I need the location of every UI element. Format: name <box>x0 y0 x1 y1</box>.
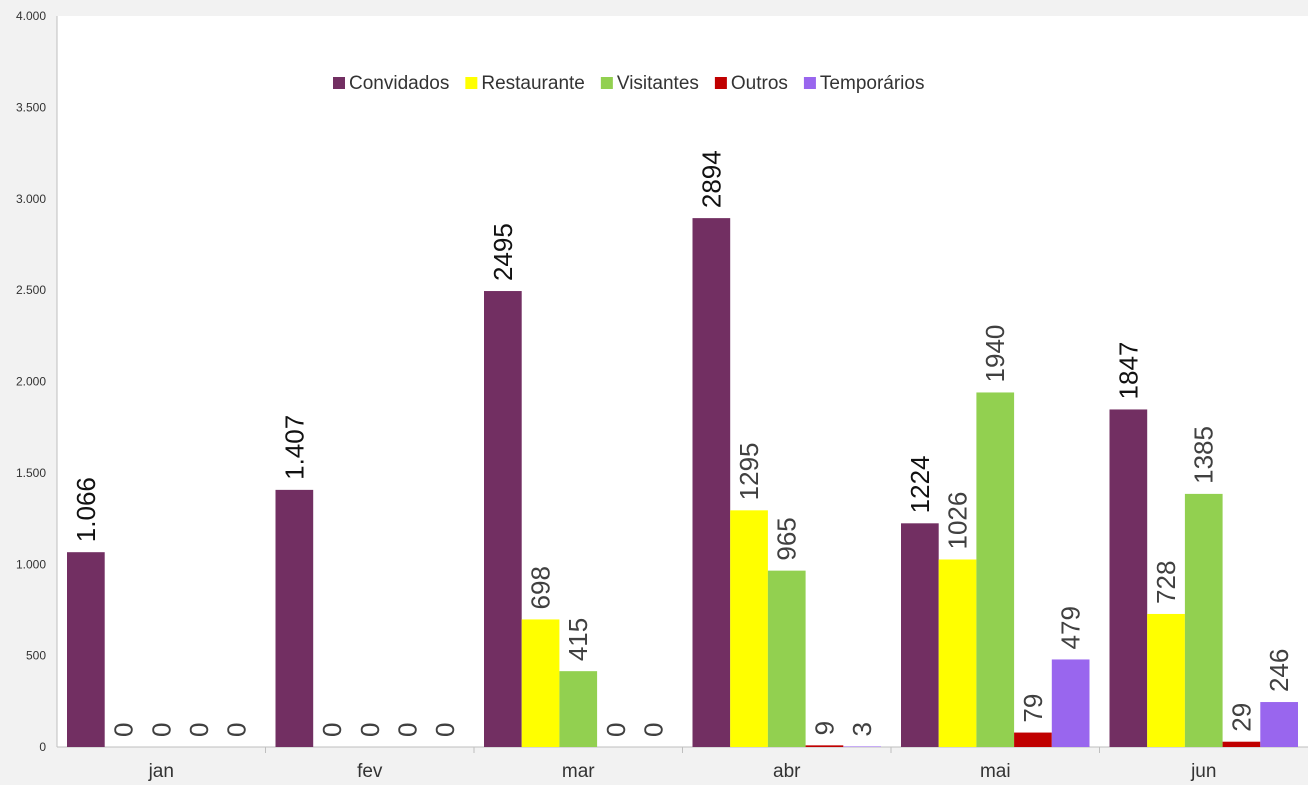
data-label: 0 <box>184 723 214 737</box>
data-label: 9 <box>809 721 839 735</box>
bar <box>1051 659 1090 747</box>
data-label: 0 <box>222 723 252 737</box>
data-label: 415 <box>563 618 593 661</box>
data-label: 2495 <box>488 223 518 281</box>
plot-area <box>57 16 1308 747</box>
legend-entry: Visitantes <box>617 73 699 94</box>
data-label: 965 <box>772 517 802 560</box>
bar <box>938 559 977 747</box>
bar <box>767 570 806 747</box>
legend: Convidados Restaurante Visitantes Outros Tem… <box>333 73 924 94</box>
data-label: 1847 <box>1113 342 1143 400</box>
x-category-label: jun <box>1190 761 1216 782</box>
legend-entry: Convidados <box>349 73 449 94</box>
bar <box>1109 409 1148 747</box>
legend-entry: Restaurante <box>481 73 585 94</box>
legend-swatch <box>465 77 478 89</box>
x-category-label: jan <box>148 761 174 782</box>
data-label: 1026 <box>943 492 973 550</box>
data-label: 0 <box>601 723 631 737</box>
legend-entry: Temporários <box>820 73 925 94</box>
legend-swatch <box>803 77 816 89</box>
bar <box>275 489 314 747</box>
bar <box>1147 613 1185 747</box>
legend-swatch <box>333 77 345 89</box>
data-label: 1295 <box>734 442 764 500</box>
y-tick-label: 1.000 <box>16 557 46 571</box>
legend-swatch <box>600 77 613 89</box>
data-label: 246 <box>1264 649 1294 692</box>
data-label: 0 <box>392 723 422 737</box>
data-label: 479 <box>1056 606 1086 649</box>
bar <box>484 291 522 747</box>
y-tick-label: 2.500 <box>16 283 46 297</box>
data-label: 0 <box>146 723 176 737</box>
bar <box>1222 741 1261 747</box>
x-category-label: mai <box>980 761 1011 782</box>
data-label: 1385 <box>1189 426 1219 484</box>
y-tick-label: 1.500 <box>16 466 46 480</box>
data-label: 29 <box>1226 703 1256 732</box>
data-label: 79 <box>1018 694 1048 723</box>
data-label: 2894 <box>696 150 726 208</box>
bars <box>67 218 1298 747</box>
bar <box>901 523 939 747</box>
data-label: 3 <box>847 722 877 736</box>
bar <box>730 510 768 747</box>
y-tick-label: 500 <box>26 649 46 663</box>
data-label: 1224 <box>905 455 935 513</box>
x-category-label: fev <box>357 761 383 782</box>
bar <box>805 745 844 747</box>
bar <box>1014 732 1052 747</box>
bar <box>1184 493 1223 747</box>
data-label: 0 <box>355 723 385 737</box>
y-tick-label: 4.000 <box>16 9 46 23</box>
legend-entry: Outros <box>731 73 788 94</box>
bar <box>692 218 731 747</box>
data-label: 1940 <box>980 325 1010 383</box>
bar <box>843 746 881 747</box>
data-label: 0 <box>109 723 139 737</box>
bar <box>67 552 105 747</box>
data-label: 698 <box>526 566 556 609</box>
bar <box>521 619 560 747</box>
x-category-label: mar <box>562 761 595 782</box>
y-tick-label: 2.000 <box>16 375 46 389</box>
y-tick-label: 3.500 <box>16 100 46 114</box>
x-axis: jan fev mar abr mai jun <box>148 747 1216 782</box>
bar <box>1260 702 1298 747</box>
data-label: 0 <box>317 723 347 737</box>
data-label: 0 <box>639 723 669 737</box>
data-label: 1.407 <box>279 415 309 480</box>
data-label: 0 <box>430 723 460 737</box>
data-label: 728 <box>1151 561 1181 604</box>
x-category-label: abr <box>773 761 801 782</box>
y-tick-label: 0 <box>39 740 46 754</box>
data-label: 1.066 <box>71 477 101 542</box>
legend-swatch <box>714 77 727 89</box>
bar <box>976 392 1015 747</box>
y-axis: 0 500 1.000 1.500 2.000 2.500 3.000 3.500 4.000 <box>16 9 46 754</box>
bar <box>559 671 598 747</box>
y-tick-label: 3.000 <box>16 192 46 206</box>
